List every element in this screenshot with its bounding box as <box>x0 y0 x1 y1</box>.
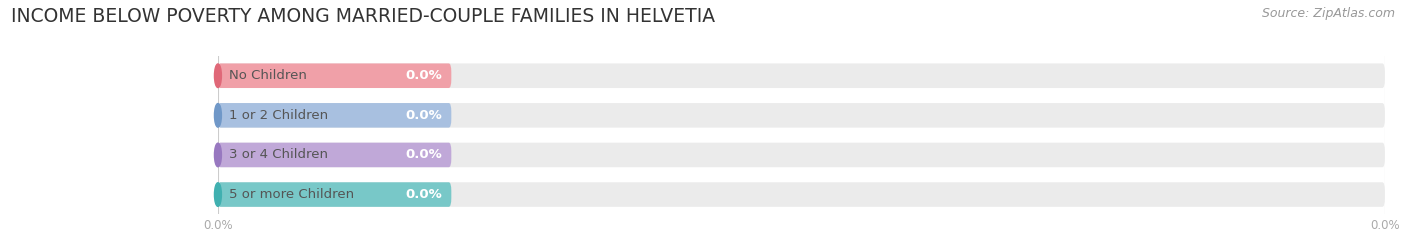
Text: No Children: No Children <box>229 69 307 82</box>
FancyBboxPatch shape <box>218 143 451 167</box>
Text: Source: ZipAtlas.com: Source: ZipAtlas.com <box>1261 7 1395 20</box>
FancyBboxPatch shape <box>218 103 1385 128</box>
FancyBboxPatch shape <box>218 143 1385 167</box>
Text: INCOME BELOW POVERTY AMONG MARRIED-COUPLE FAMILIES IN HELVETIA: INCOME BELOW POVERTY AMONG MARRIED-COUPL… <box>11 7 716 26</box>
Circle shape <box>215 143 221 167</box>
FancyBboxPatch shape <box>218 63 451 88</box>
Circle shape <box>215 64 221 88</box>
Circle shape <box>215 183 221 206</box>
Text: 5 or more Children: 5 or more Children <box>229 188 354 201</box>
Circle shape <box>215 103 221 127</box>
Text: 0.0%: 0.0% <box>405 148 441 161</box>
Text: 0.0%: 0.0% <box>405 69 441 82</box>
Text: 0.0%: 0.0% <box>405 188 441 201</box>
Text: 3 or 4 Children: 3 or 4 Children <box>229 148 329 161</box>
Text: 0.0%: 0.0% <box>405 109 441 122</box>
FancyBboxPatch shape <box>218 63 1385 88</box>
FancyBboxPatch shape <box>218 182 451 207</box>
Text: 1 or 2 Children: 1 or 2 Children <box>229 109 329 122</box>
FancyBboxPatch shape <box>218 182 1385 207</box>
FancyBboxPatch shape <box>218 103 451 128</box>
